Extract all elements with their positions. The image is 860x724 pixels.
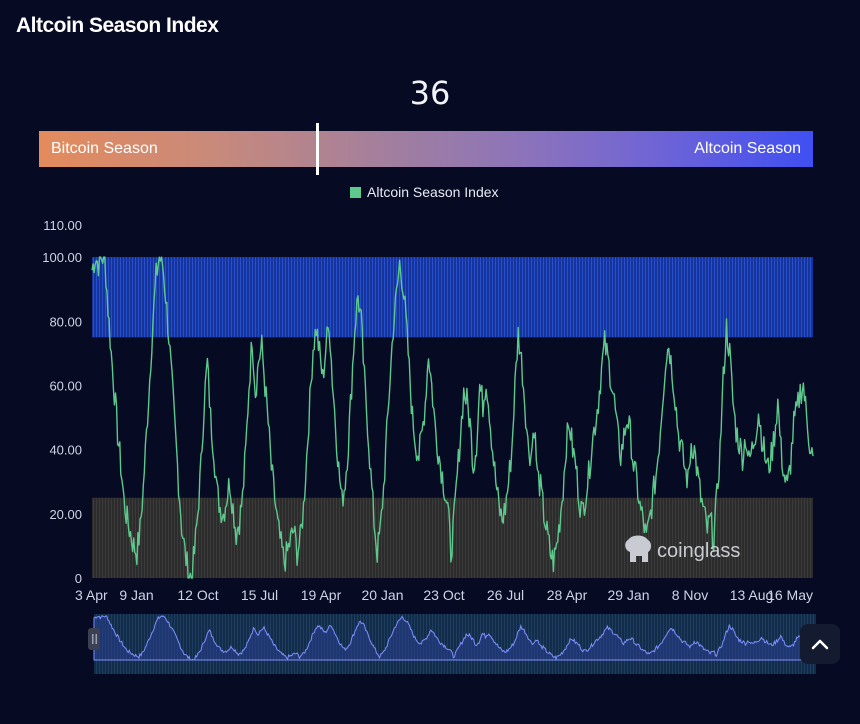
season-gauge: Bitcoin Season Altcoin Season — [39, 123, 813, 175]
legend-swatch — [350, 186, 361, 198]
x-tick-label: 12 Oct — [177, 587, 218, 603]
y-tick-label: 0 — [75, 571, 82, 586]
chevron-up-icon — [811, 639, 829, 650]
altcoin-season-zone — [92, 257, 813, 338]
scroll-to-top-button[interactable] — [800, 624, 840, 664]
page-title: Altcoin Season Index — [16, 14, 219, 37]
x-tick-label: 28 Apr — [547, 587, 588, 603]
legend-label: Altcoin Season Index — [367, 184, 499, 200]
coinglass-text: coinglass — [657, 540, 740, 562]
pause-handle-icon — [92, 634, 94, 644]
y-tick-label: 60.00 — [49, 378, 82, 393]
x-tick-label: 23 Oct — [423, 587, 464, 603]
x-tick-label: 13 Aug — [730, 587, 774, 603]
index-value: 36 — [409, 74, 451, 112]
x-tick-label: 26 Jul — [487, 587, 524, 603]
y-tick-label: 110.00 — [43, 218, 82, 233]
x-tick-label: 3 Apr — [75, 587, 108, 603]
range-navigator[interactable] — [88, 614, 817, 674]
y-tick-label: 80.00 — [49, 314, 82, 329]
gauge-marker — [316, 123, 320, 175]
x-tick-label: 29 Jan — [607, 587, 649, 603]
navigator-area — [93, 615, 817, 661]
x-tick-label: 15 Jul — [241, 587, 278, 603]
x-tick-label: 9 Jan — [119, 587, 153, 603]
x-tick-label: 19 Apr — [301, 587, 342, 603]
altcoin-index-line — [91, 256, 814, 579]
x-tick-label: 8 Nov — [672, 587, 709, 603]
y-tick-label: 40.00 — [49, 443, 82, 458]
x-tick-label: 16 May — [767, 587, 813, 603]
navigator-handle-left[interactable] — [88, 628, 100, 650]
coinglass-watermark: coinglass — [625, 535, 740, 562]
bitcoin-season-label: Bitcoin Season — [51, 140, 158, 157]
y-tick-label: 100.00 — [42, 250, 82, 265]
coinglass-logo-icon — [625, 535, 651, 562]
x-tick-label: 20 Jan — [361, 587, 403, 603]
altcoin-season-label: Altcoin Season — [694, 140, 801, 157]
chart-legend[interactable]: Altcoin Season Index — [350, 184, 499, 200]
y-tick-label: 20.00 — [49, 507, 82, 522]
